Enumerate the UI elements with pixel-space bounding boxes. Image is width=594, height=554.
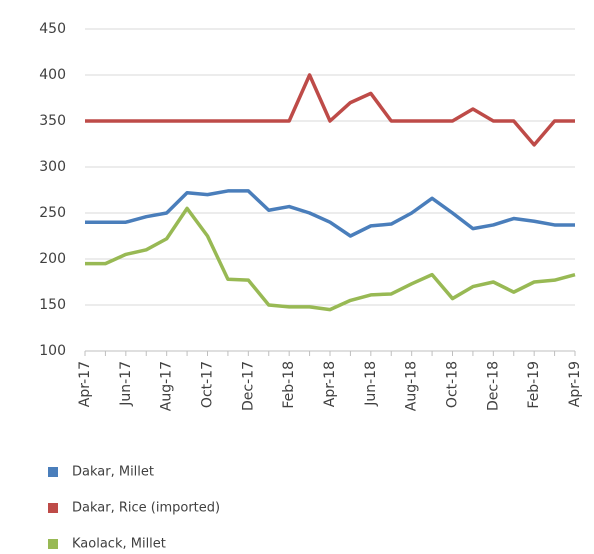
y-tick-label: 450 (39, 21, 66, 37)
y-tick-label: 350 (39, 113, 66, 129)
x-tick-label: Oct-17 (200, 361, 216, 408)
y-tick-label: 300 (39, 159, 66, 175)
x-tick-label: Jun-17 (118, 361, 134, 407)
y-tick-label: 150 (39, 297, 66, 313)
legend: Dakar, Millet Dakar, Rice (imported) Kaola… (48, 465, 220, 552)
x-tick-label: Dec-18 (485, 361, 501, 411)
y-tick-label: 250 (39, 205, 66, 221)
line-series (85, 189, 575, 238)
legend-swatch (48, 467, 58, 477)
y-tick-label: 200 (39, 251, 66, 267)
legend-label: Kaolack, Millet (72, 537, 166, 552)
y-tick-label: 400 (39, 67, 66, 83)
y-tick-label: 100 (39, 343, 66, 359)
x-tick-label: Apr-17 (77, 361, 93, 407)
legend-swatch (48, 503, 58, 513)
x-tick-label: Dec-17 (240, 361, 256, 411)
x-tick-label: Apr-19 (567, 361, 583, 407)
x-tick-label: Aug-17 (159, 361, 175, 411)
x-tick-label: Jun-18 (363, 361, 379, 407)
x-tick-label: Feb-19 (526, 361, 542, 409)
x-tick-label: Aug-18 (404, 361, 420, 411)
line-series (85, 73, 575, 147)
legend-swatch (48, 539, 58, 549)
x-tick-label: Apr-18 (322, 361, 338, 407)
legend-label: Dakar, Millet (72, 465, 154, 480)
x-tick-label: Oct-18 (445, 361, 461, 408)
legend-label: Dakar, Rice (imported) (72, 501, 220, 516)
x-tick-label: Feb-18 (281, 361, 297, 409)
line-series (85, 206, 576, 312)
